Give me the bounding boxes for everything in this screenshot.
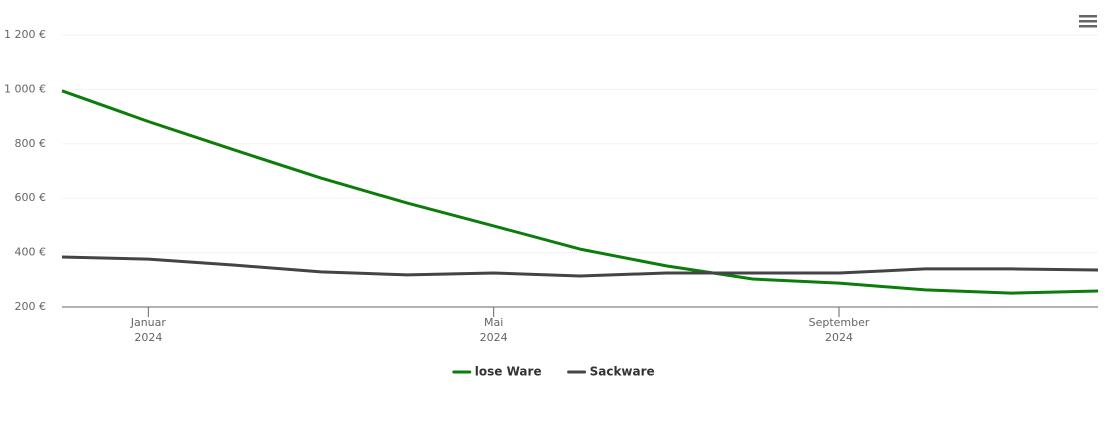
legend-label: lose Ware	[475, 365, 542, 379]
menu-bar	[1079, 15, 1097, 18]
legend: lose Ware Sackware	[452, 365, 655, 379]
x-tick-label: September	[809, 316, 870, 329]
y-tick-label: 600 €	[15, 191, 47, 204]
data-line	[61, 89, 1099, 295]
y-tick-label: 1 000 €	[4, 82, 46, 95]
data-line	[61, 255, 1099, 278]
y-tick-label: 200 €	[15, 300, 47, 313]
x-tick-label: 2024	[480, 331, 508, 344]
x-tick-label: 2024	[825, 331, 853, 344]
x-tick-label: 2024	[134, 331, 162, 344]
x-tick-label: Januar	[130, 316, 167, 329]
menu-bar	[1079, 25, 1097, 28]
legend-label: Sackware	[590, 365, 655, 379]
y-tick-label: 800 €	[15, 137, 47, 150]
legend-item[interactable]: lose Ware	[452, 365, 542, 379]
legend-item[interactable]: Sackware	[567, 365, 655, 379]
menu-button[interactable]	[1079, 15, 1097, 28]
y-tick-label: 400 €	[15, 246, 47, 259]
x-tick-label: Mai	[484, 316, 503, 329]
menu-bar	[1079, 20, 1097, 23]
y-tick-label: 1 200 €	[4, 28, 46, 41]
